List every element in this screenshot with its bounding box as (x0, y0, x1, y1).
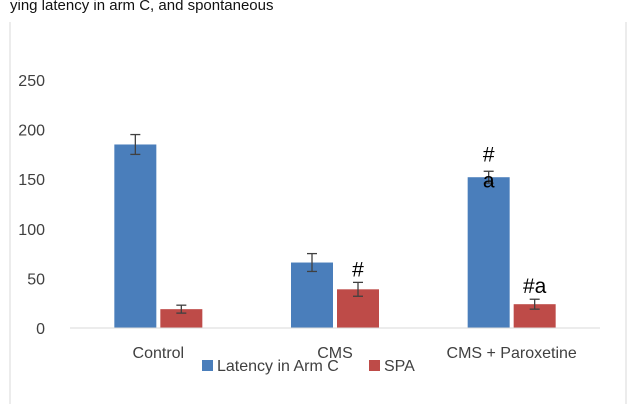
y-tick-label: 50 (27, 271, 45, 288)
bar-spa-0 (160, 309, 203, 328)
legend-item-spa: SPA (369, 358, 415, 375)
x-axis-labels: Control CMS CMS + Paroxetine (133, 345, 577, 362)
legend-label: SPA (384, 358, 415, 375)
significance-label: #a (483, 143, 495, 192)
bar-spa-2 (513, 304, 556, 328)
x-tick-label: CMS (317, 345, 353, 362)
caption-fragment: ying latency in arm C, and spontaneous (10, 0, 274, 14)
error-bar (176, 304, 187, 314)
y-tick-label: 150 (18, 172, 45, 189)
legend-swatch (369, 360, 380, 371)
legend: Latency in Arm C SPA (202, 358, 415, 375)
x-tick-label: CMS + Paroxetine (447, 345, 577, 362)
significance-label: # (352, 258, 364, 281)
bar-latency-2 (467, 177, 510, 328)
error-bar (483, 170, 494, 184)
y-tick-label: 200 (18, 123, 45, 140)
x-tick-label: Control (133, 345, 185, 362)
error-bar (353, 281, 363, 297)
significance-label: #a (523, 275, 547, 298)
y-tick-label: 100 (18, 222, 45, 239)
annotations: # # a #a (352, 143, 547, 298)
legend-item-latency: Latency in Arm C (202, 358, 339, 375)
bar-latency-0 (114, 144, 157, 328)
legend-label: Latency in Arm C (217, 358, 339, 375)
legend-swatch (202, 360, 213, 371)
y-axis-ticks: 0 50 100 150 200 250 (18, 73, 45, 338)
error-bar (307, 252, 317, 273)
error-bars (130, 133, 540, 314)
y-tick-label: 0 (36, 321, 45, 338)
bars (114, 144, 556, 328)
error-bar (529, 298, 540, 310)
error-bar (130, 133, 141, 156)
bar-latency-1 (291, 262, 333, 328)
y-tick-label: 250 (18, 73, 45, 90)
